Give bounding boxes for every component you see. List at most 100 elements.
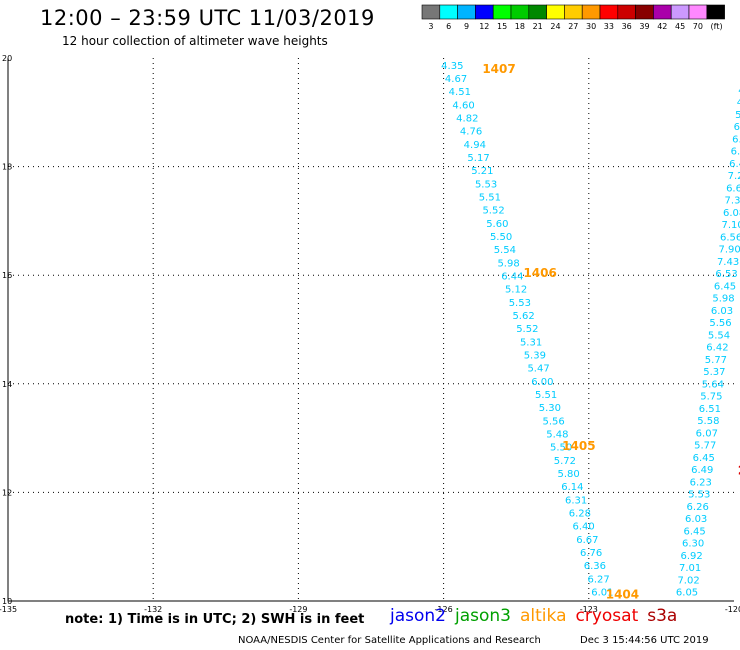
wave-height-point: 7.10	[722, 220, 740, 231]
wave-height-point: 4.51	[449, 87, 471, 98]
color-scale-label: 33	[604, 22, 614, 31]
pass-time-label: 1404	[606, 587, 639, 601]
wave-height-point: 4.82	[456, 114, 478, 125]
wave-height-point: 6.53	[715, 269, 737, 280]
wave-height-point: 6.30	[682, 539, 704, 550]
wave-height-point: 5.60	[486, 219, 508, 230]
pass-label-partial: 20	[738, 463, 740, 477]
wave-height-point: 6.40	[572, 522, 594, 533]
wave-height-point: 5.31	[520, 337, 542, 348]
color-scale-label: 18	[515, 22, 525, 31]
wave-height-point: 6.49	[691, 465, 713, 476]
color-scale-label: 70	[693, 22, 703, 31]
wave-height-point: 5.52	[482, 206, 504, 217]
wave-height-point: 5.47	[527, 364, 549, 375]
wave-height-point: 5.12	[505, 285, 527, 296]
color-scale-label: 3	[428, 22, 433, 31]
wave-height-point: 6.28	[569, 509, 591, 520]
pass-time-label: 1406	[523, 266, 556, 280]
wave-height-point: 6.44	[501, 272, 523, 283]
mission-label-cryosat: cryosat	[575, 606, 639, 626]
wave-height-point: 4.94	[464, 140, 486, 151]
pass-time-label: 1405	[562, 439, 595, 453]
wave-height-point: 5.53	[475, 179, 497, 190]
y-tick-label: 16	[2, 271, 12, 280]
wave-height-point: 6.36	[584, 561, 606, 572]
wave-height-point: 5.64	[702, 379, 724, 390]
wave-height-point: 4.	[738, 85, 740, 96]
wave-height-point: 6.56	[720, 232, 740, 243]
wave-height-point: 6.05	[676, 588, 698, 599]
color-scale-label: 12	[479, 22, 489, 31]
wave-height-point: 6.67	[726, 183, 740, 194]
x-tick-label: -123	[580, 605, 598, 614]
wave-height-point: 6.42	[706, 343, 728, 354]
mission-legend: jason2 jason3 altika cryosat s3a	[390, 606, 686, 626]
wave-height-point: 5.80	[557, 469, 579, 480]
wave-height-point: 7.43	[717, 257, 739, 268]
color-scale-label: 27	[568, 22, 578, 31]
wave-height-point: 5.2	[735, 110, 740, 121]
wave-height-point: 7.01	[679, 563, 701, 574]
wave-height-point: 5.21	[471, 166, 493, 177]
color-scale-label: 30	[586, 22, 596, 31]
wave-height-point: 5.56	[542, 416, 564, 427]
wave-height-point: 6.26	[687, 502, 709, 513]
wave-height-point: 5.54	[494, 245, 516, 256]
x-tick-label: -126	[435, 605, 453, 614]
color-scale-label: 45	[675, 22, 685, 31]
wave-height-point: 4.60	[452, 100, 474, 111]
chart-title: 12:00 – 23:59 UTC 11/03/2019	[40, 6, 375, 30]
wave-height-point: 6.0	[734, 122, 740, 133]
chart-subtitle: 12 hour collection of altimeter wave hei…	[62, 34, 328, 48]
wave-height-point: 6.1	[732, 134, 740, 145]
y-tick-label: 14	[2, 380, 12, 389]
color-scale-label: 15	[497, 22, 507, 31]
wave-height-point: 5.98	[497, 258, 519, 269]
note-text: note: 1) Time is in UTC; 2) SWH is in fe…	[65, 612, 365, 627]
wave-height-point: 7.90	[718, 245, 740, 256]
x-tick-label: -135	[0, 605, 17, 614]
wave-height-point: 5.54	[708, 330, 730, 341]
mission-label-altika: altika	[520, 606, 567, 626]
wave-height-point: 5.62	[512, 311, 534, 322]
wave-height-point: 6.76	[580, 548, 602, 559]
wave-height-point: 5.53	[509, 298, 531, 309]
wave-height-point: 5.48	[546, 430, 568, 441]
wave-height-point: 5.50	[490, 232, 512, 243]
wave-height-point: 6.03	[685, 514, 707, 525]
wave-height-point: 5.17	[467, 153, 489, 164]
color-scale-label: 24	[550, 22, 560, 31]
x-tick-label: -132	[144, 605, 162, 614]
wave-height-point: 5.56	[709, 318, 731, 329]
color-scale-unit: (ft)	[711, 22, 723, 31]
wave-height-point: 6.92	[680, 551, 702, 562]
color-scale-label: 9	[464, 22, 469, 31]
wave-height-point: 6.67	[576, 535, 598, 546]
wave-height-point: 6.2	[731, 147, 740, 158]
wave-height-point: 5.53	[688, 490, 710, 501]
wave-height-point: 6.00	[531, 377, 553, 388]
wave-height-point: 5.75	[700, 392, 722, 403]
mission-label-jason2: jason2	[390, 606, 446, 626]
wave-height-point: 7.30	[725, 196, 740, 207]
wave-height-point: 6.45	[693, 453, 715, 464]
wave-height-point: 6.23	[690, 477, 712, 488]
wave-height-point: 5.72	[554, 456, 576, 467]
color-scale-label: 21	[533, 22, 543, 31]
wave-height-point: 6.45	[714, 281, 736, 292]
mission-label-s3a: s3a	[647, 606, 678, 626]
wave-height-point: 4.	[737, 98, 740, 109]
wave-height-point: 6.03	[711, 306, 733, 317]
wave-height-point: 7.02	[677, 575, 699, 586]
footer-timestamp: Dec 3 15:44:56 UTC 2019	[580, 635, 709, 646]
wave-height-point: 4.76	[460, 127, 482, 138]
wave-height-point: 7.29	[728, 171, 740, 182]
wave-height-point: 4.67	[445, 74, 467, 85]
wave-height-point: 5.77	[705, 355, 727, 366]
wave-height-point: 6.4	[729, 159, 740, 170]
wave-height-point: 5.39	[524, 351, 546, 362]
wave-height-point: 5.58	[697, 416, 719, 427]
wave-height-point: 5.37	[703, 367, 725, 378]
